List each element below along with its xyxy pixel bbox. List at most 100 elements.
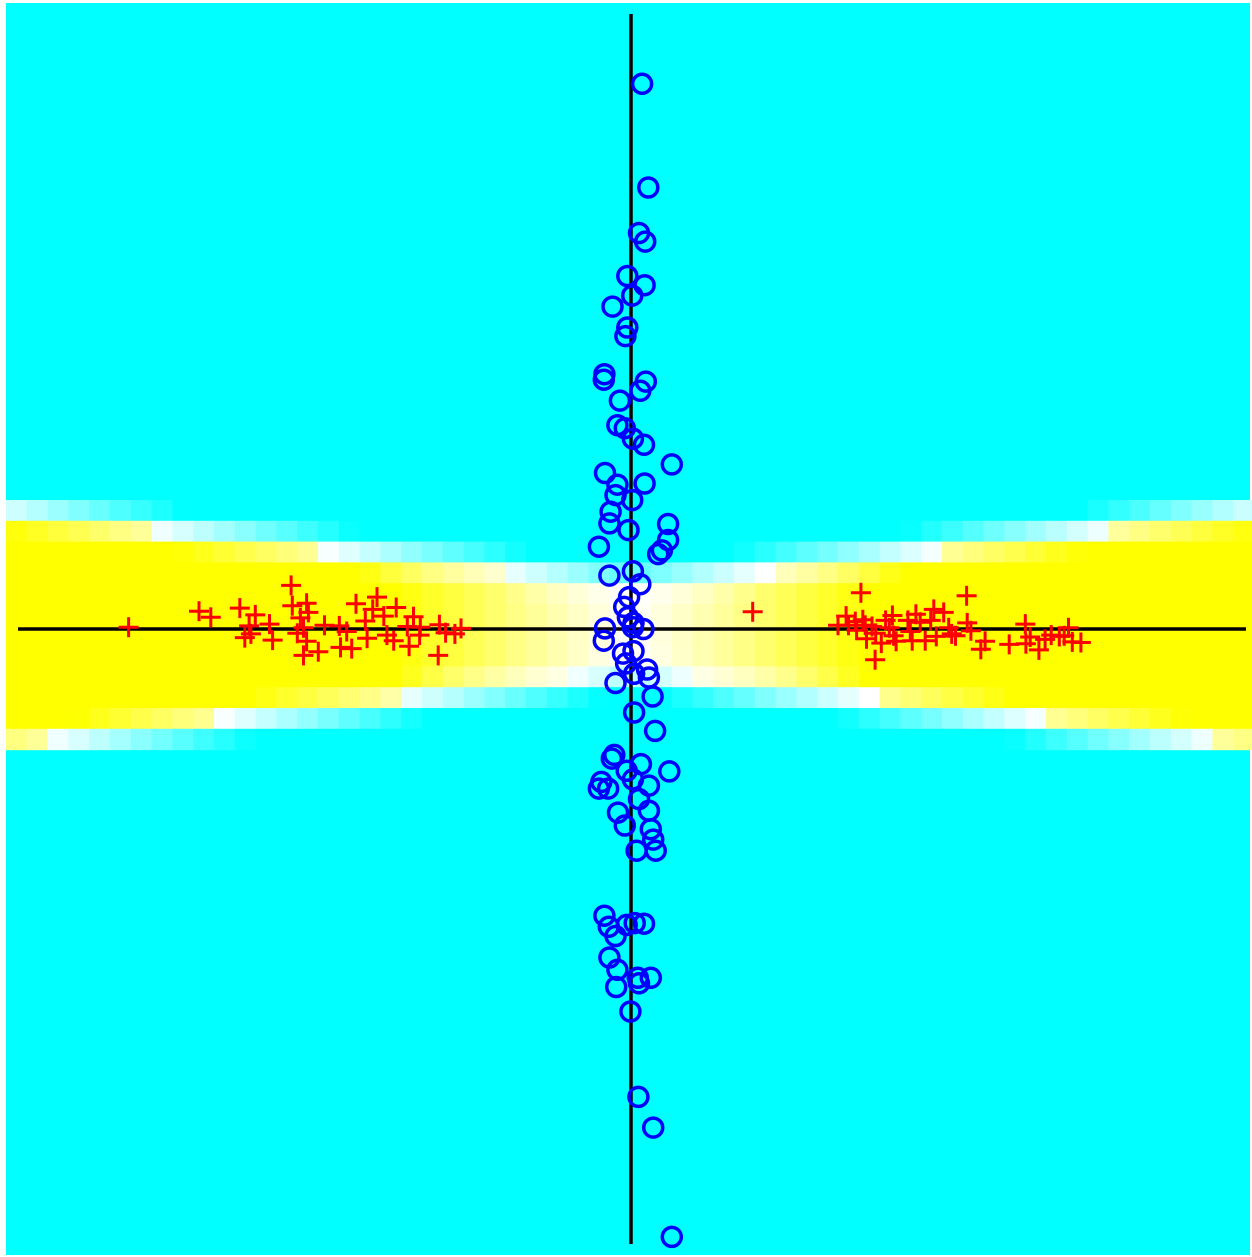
surface-cell	[214, 728, 236, 751]
surface-cell	[214, 583, 236, 605]
circle-point	[593, 461, 617, 485]
surface-cell	[879, 728, 901, 751]
surface-cell	[255, 666, 277, 688]
surface-cell	[817, 687, 839, 709]
surface-cell	[1046, 666, 1068, 688]
surface-cell	[422, 728, 444, 751]
surface-cell	[151, 520, 173, 543]
surface-cell	[89, 520, 111, 543]
surface-cell	[130, 500, 153, 522]
surface-cell	[505, 520, 527, 543]
surface-cell	[130, 541, 153, 563]
surface-cell	[1066, 562, 1089, 584]
surface-cell	[68, 645, 90, 667]
surface-cell	[900, 645, 922, 667]
circle-point	[613, 814, 637, 837]
surface-cell	[1212, 728, 1234, 751]
surface-cell	[130, 604, 153, 626]
surface-cell	[1129, 666, 1151, 688]
surface-cell	[255, 687, 277, 709]
surface-cell	[1066, 666, 1089, 688]
surface-cell	[484, 687, 506, 709]
surface-cell	[484, 666, 506, 688]
circle-point	[632, 433, 656, 457]
surface-cell	[422, 708, 444, 730]
surface-cell	[463, 541, 485, 563]
surface-cell	[1129, 562, 1151, 584]
surface-cell	[380, 541, 402, 563]
circle-point	[593, 904, 616, 927]
surface-cell	[1129, 687, 1151, 709]
plus-point	[296, 593, 317, 614]
plus-point	[346, 593, 366, 614]
surface-cell	[692, 645, 714, 667]
surface-cell	[983, 687, 1005, 709]
surface-cell	[713, 728, 735, 751]
surface-cell	[775, 583, 797, 605]
surface-cell	[214, 708, 236, 730]
surface-cell	[234, 583, 257, 605]
plus-point	[386, 597, 407, 618]
surface-cell	[26, 687, 49, 709]
surface-cell	[671, 728, 693, 751]
surface-cell	[47, 687, 69, 709]
plus-point	[926, 626, 947, 647]
surface-cell	[26, 604, 49, 626]
surface-cell	[484, 604, 506, 626]
surface-cell	[817, 562, 839, 584]
surface-cell	[505, 541, 527, 563]
circle-point	[629, 572, 652, 596]
surface-cell	[546, 500, 569, 522]
surface-cell	[463, 666, 485, 688]
surface-cell	[838, 666, 860, 688]
surface-cell	[526, 520, 548, 543]
surface-cell	[401, 645, 423, 667]
surface-cell	[1150, 583, 1172, 605]
surface-cell	[422, 687, 444, 709]
surface-cell	[796, 708, 818, 730]
plus-point	[1028, 639, 1049, 660]
surface-cell	[130, 583, 153, 605]
surface-cell	[962, 520, 985, 543]
surface-cell	[68, 687, 90, 709]
surface-cell	[380, 520, 402, 543]
surface-cell	[1233, 562, 1252, 584]
surface-cell	[734, 666, 756, 688]
circle-point	[627, 1085, 650, 1109]
surface-cell	[713, 541, 735, 563]
surface-cell	[713, 687, 735, 709]
surface-cell	[505, 583, 527, 605]
surface-cell	[1087, 562, 1109, 584]
surface-cell	[879, 520, 901, 543]
surface-cell	[962, 562, 985, 584]
surface-cell	[671, 687, 693, 709]
surface-cell	[900, 666, 922, 688]
surface-cell	[1087, 500, 1109, 522]
surface-cell	[1212, 708, 1234, 730]
surface-cell	[692, 604, 714, 626]
plus-point	[920, 610, 941, 631]
plus-point	[281, 575, 302, 596]
surface-cell	[900, 728, 922, 751]
surface-cell	[422, 541, 444, 563]
surface-cell	[172, 604, 194, 626]
surface-cell	[1212, 520, 1234, 543]
surface-cell	[526, 687, 548, 709]
surface-cell	[442, 583, 465, 605]
surface-cell	[526, 728, 548, 751]
surface-cell	[921, 645, 943, 667]
surface-cell	[1108, 666, 1130, 688]
surface-cell	[775, 500, 797, 522]
plus-point	[915, 630, 936, 651]
surface-cell	[921, 687, 943, 709]
surface-cell	[526, 645, 548, 667]
surface-cell	[151, 583, 173, 605]
surface-cell	[214, 562, 236, 584]
surface-cell	[1046, 520, 1068, 543]
surface-cell	[47, 604, 69, 626]
circle-point	[632, 617, 655, 641]
surface-cell	[942, 520, 964, 543]
surface-cell	[588, 583, 610, 605]
surface-cell	[692, 708, 714, 730]
